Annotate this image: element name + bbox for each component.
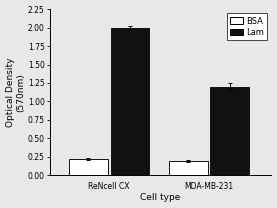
X-axis label: Cell type: Cell type bbox=[140, 193, 181, 202]
Bar bbox=[211, 87, 249, 175]
Bar bbox=[169, 161, 208, 175]
Bar bbox=[69, 159, 108, 175]
Legend: BSA, Lam: BSA, Lam bbox=[227, 13, 267, 40]
Bar bbox=[111, 27, 149, 175]
Y-axis label: Optical Density
(570nm): Optical Density (570nm) bbox=[6, 57, 25, 127]
